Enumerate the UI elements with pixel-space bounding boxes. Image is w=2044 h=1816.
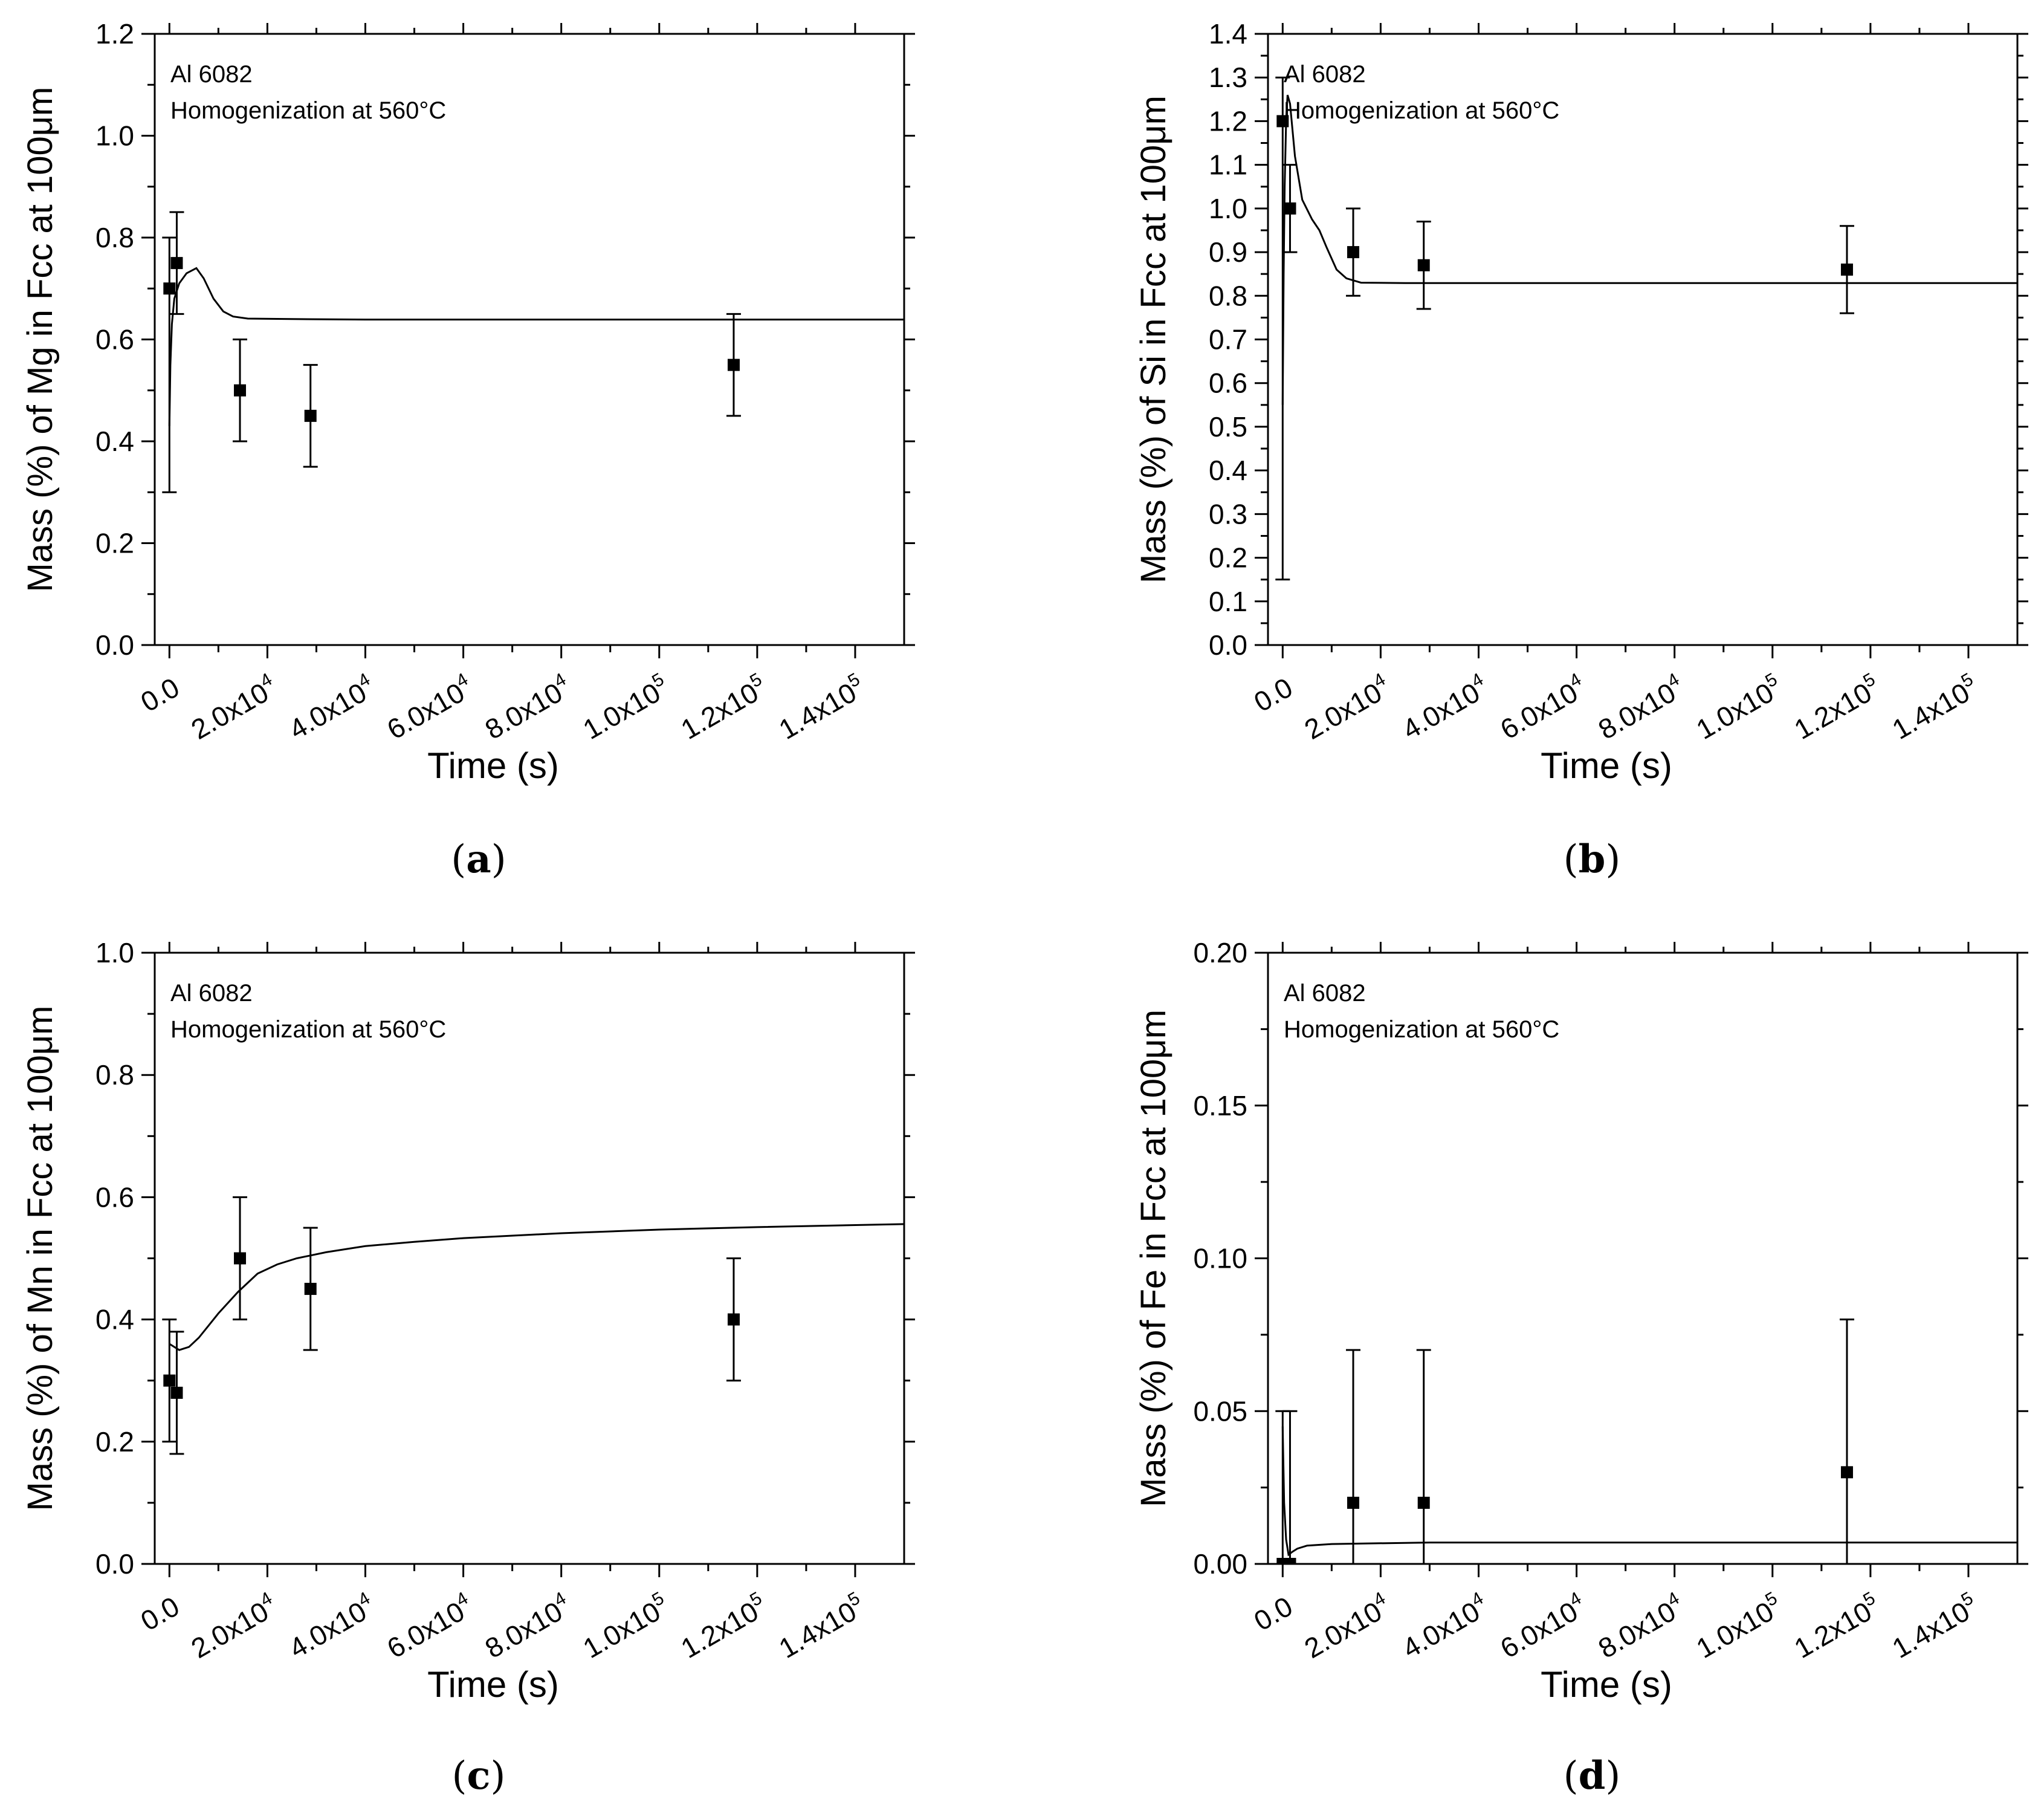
data-point	[1284, 202, 1296, 215]
y-axis-title: Mass (%) of Si in Fcc at 100μm	[1134, 96, 1173, 583]
data-point	[170, 1386, 183, 1399]
x-axis-title: Time (s)	[1541, 745, 1672, 786]
y-tick-label: 0.1	[1209, 586, 1247, 617]
y-tick-label: 1.2	[1209, 105, 1247, 137]
y-tick-label: 1.0	[95, 120, 134, 152]
panel-label-d: (d)	[1564, 1753, 1621, 1798]
y-tick-label: 0.2	[95, 528, 134, 559]
annotation-line: Homogenization at 560°C	[170, 1016, 446, 1043]
annotation-line: Al 6082	[1284, 61, 1366, 88]
y-tick-label: 0.0	[95, 629, 134, 661]
y-tick-label: 0.4	[95, 426, 134, 457]
y-tick-label: 0.6	[95, 324, 134, 355]
panel-label-b: (b)	[1564, 837, 1621, 882]
y-axis-title: Mass (%) of Fe in Fcc at 100μm	[1134, 1010, 1173, 1507]
simulation-curve	[1281, 94, 2017, 405]
y-tick-label: 0.3	[1209, 498, 1247, 530]
y-tick-label: 0.8	[95, 222, 134, 253]
y-tick-label: 1.2	[95, 18, 134, 50]
y-tick-label: 0.4	[95, 1304, 134, 1335]
y-tick-label: 1.1	[1209, 149, 1247, 181]
y-tick-label: 0.8	[1209, 280, 1247, 311]
panel-label-c: (c)	[452, 1753, 506, 1798]
data-point	[234, 1252, 247, 1265]
data-point	[170, 257, 183, 270]
data-layer	[1275, 76, 2017, 581]
annotation-line: Homogenization at 560°C	[1284, 97, 1559, 124]
data-point	[1347, 246, 1360, 259]
annotation-line: Homogenization at 560°C	[1284, 1016, 1559, 1043]
y-tick-label: 1.3	[1209, 62, 1247, 93]
data-layer	[1275, 1318, 2017, 1564]
y-tick-label: 0.6	[1209, 368, 1247, 399]
y-tick-label: 0.0	[1209, 629, 1247, 661]
y-axis-title: Mass (%) of Mn in Fcc at 100μm	[21, 1006, 60, 1511]
data-layer	[162, 211, 904, 493]
y-tick-label: 0.9	[1209, 236, 1247, 268]
data-point	[1276, 115, 1289, 128]
annotation-line: Al 6082	[170, 61, 253, 88]
x-axis-title: Time (s)	[427, 1664, 559, 1705]
simulation-curve	[169, 1223, 904, 1351]
data-point	[727, 358, 740, 371]
y-axis-title: Mass (%) of Mg in Fcc at 100μm	[21, 87, 60, 592]
data-layer	[162, 1196, 904, 1455]
y-tick-label: 0.2	[1209, 542, 1247, 574]
simulation-curve	[1281, 1426, 2017, 1557]
y-tick-label: 0.00	[1193, 1548, 1247, 1580]
y-tick-label: 0.4	[1209, 455, 1247, 486]
x-axis-title: Time (s)	[427, 745, 559, 786]
data-point	[304, 1283, 317, 1296]
y-tick-label: 0.0	[95, 1548, 134, 1580]
data-point	[163, 282, 176, 295]
y-tick-label: 1.0	[1209, 193, 1247, 224]
y-tick-label: 0.2	[95, 1426, 134, 1458]
x-axis-title: Time (s)	[1541, 1664, 1672, 1705]
y-tick-label: 0.8	[95, 1059, 134, 1091]
data-point	[1840, 1466, 1853, 1479]
y-tick-label: 1.0	[95, 937, 134, 968]
y-tick-label: 0.7	[1209, 324, 1247, 355]
data-point	[727, 1313, 740, 1326]
y-tick-label: 1.4	[1209, 18, 1247, 50]
data-point	[1276, 1558, 1289, 1564]
annotation-line: Al 6082	[1284, 980, 1366, 1007]
data-point	[234, 384, 247, 397]
data-point	[1284, 1558, 1296, 1564]
data-point	[1417, 259, 1430, 271]
y-tick-label: 0.15	[1193, 1090, 1247, 1121]
data-point	[1840, 263, 1853, 276]
annotation-line: Al 6082	[170, 980, 253, 1007]
simulation-curve	[168, 267, 904, 426]
data-point	[1417, 1496, 1430, 1509]
data-point	[304, 409, 317, 422]
y-tick-label: 0.5	[1209, 411, 1247, 443]
annotation-line: Homogenization at 560°C	[170, 97, 446, 124]
data-point	[1347, 1496, 1360, 1509]
panel-label-a: (a)	[451, 837, 506, 882]
y-tick-label: 0.20	[1193, 937, 1247, 968]
data-point	[163, 1374, 176, 1387]
y-tick-label: 0.10	[1193, 1243, 1247, 1274]
y-tick-label: 0.05	[1193, 1395, 1247, 1427]
y-tick-label: 0.6	[95, 1181, 134, 1213]
